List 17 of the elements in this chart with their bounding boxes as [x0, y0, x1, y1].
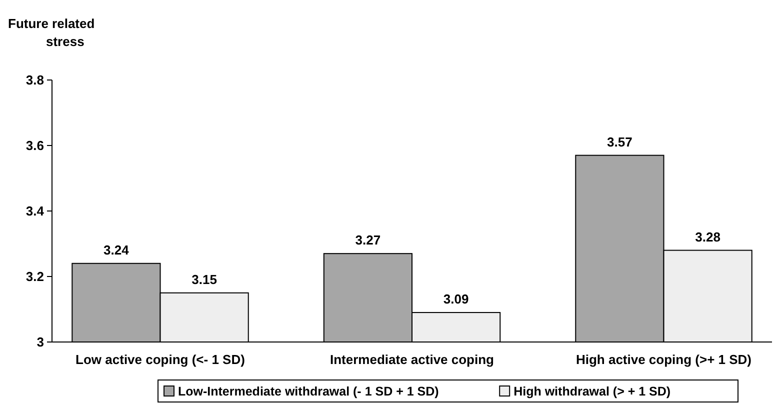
legend-label: High withdrawal (> + 1 SD): [514, 384, 671, 398]
data-label: 3.09: [443, 292, 469, 307]
y-tick-label: 3: [36, 334, 44, 350]
y-axis-title: Future related stress: [8, 16, 95, 49]
data-label: 3.57: [607, 134, 632, 150]
x-tick-label: Low active coping (<- 1 SD): [76, 352, 245, 367]
data-label: 3.28: [695, 229, 720, 244]
y-tick-label: 3.4: [26, 204, 45, 218]
data-label: 3.15: [192, 272, 217, 287]
legend-label: Low-Intermediate withdrawal (- 1 SD + 1 SD): [178, 384, 439, 398]
y-tick-label: 3.2: [26, 269, 44, 284]
data-label: 3.27: [355, 232, 381, 248]
y-tick-label: 3.6: [26, 138, 44, 153]
x-tick-label: Intermediate active coping: [330, 352, 494, 367]
data-label: 3.24: [104, 242, 130, 258]
y-tick-label: 3.8: [26, 72, 44, 88]
x-tick-label: High active coping (>+ 1 SD): [576, 352, 752, 367]
